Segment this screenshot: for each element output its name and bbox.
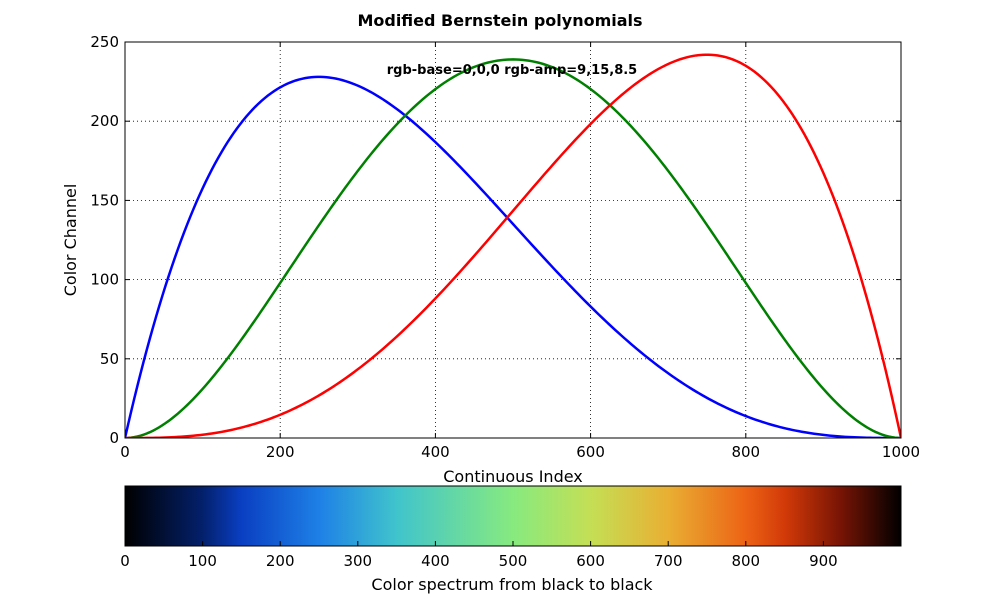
x-tick-label: 0 [120,443,130,461]
y-tick-label: 250 [90,33,119,51]
y-tick-label: 150 [90,191,119,209]
y-tick-label: 100 [90,271,119,289]
x-tick-label: 400 [421,443,450,461]
series-line [125,58,901,438]
colorbar-tick-label: 400 [421,552,450,570]
y-tick-label: 0 [109,429,119,447]
annotation: rgb-base=0,0,0 rgb-amp=9,15,8.5 [387,63,637,78]
series-layer [125,53,901,438]
chart-title: Modified Bernstein polynomials [357,11,642,30]
colorbar-tick-label: 600 [576,552,605,570]
colorbar-tick-label: 700 [654,552,683,570]
x-tick-label: 800 [731,443,760,461]
colorbar-tick-label: 200 [266,552,295,570]
y-tick-label: 50 [100,350,119,368]
colorbar-tick-label: 0 [120,552,130,570]
colorbar-label: Color spectrum from black to black [371,575,653,594]
colorbar-tick-label: 800 [731,552,760,570]
y-axis-label: Color Channel [61,184,80,297]
colorbar-tick-label: 100 [188,552,217,570]
grid [125,42,901,438]
y-tick-label: 200 [90,112,119,130]
x-axis-label: Continuous Index [443,467,583,486]
colorbar [124,485,902,547]
series-line [125,53,901,438]
x-axis: 0 200 400 600 800 1000 [120,42,920,461]
colorbar-axis: 0 100 200 300 400 500 600 700 800 900 [120,541,838,570]
y-axis: 0 50 100 150 200 250 [90,33,901,447]
colorbar-tick-label: 300 [343,552,372,570]
plot-frame [124,41,902,439]
x-tick-label: 600 [576,443,605,461]
series-line [125,75,901,438]
x-tick-label: 200 [266,443,295,461]
colorbar-tick-label: 900 [809,552,838,570]
colorbar-tick-label: 500 [499,552,528,570]
x-tick-label: 1000 [882,443,920,461]
